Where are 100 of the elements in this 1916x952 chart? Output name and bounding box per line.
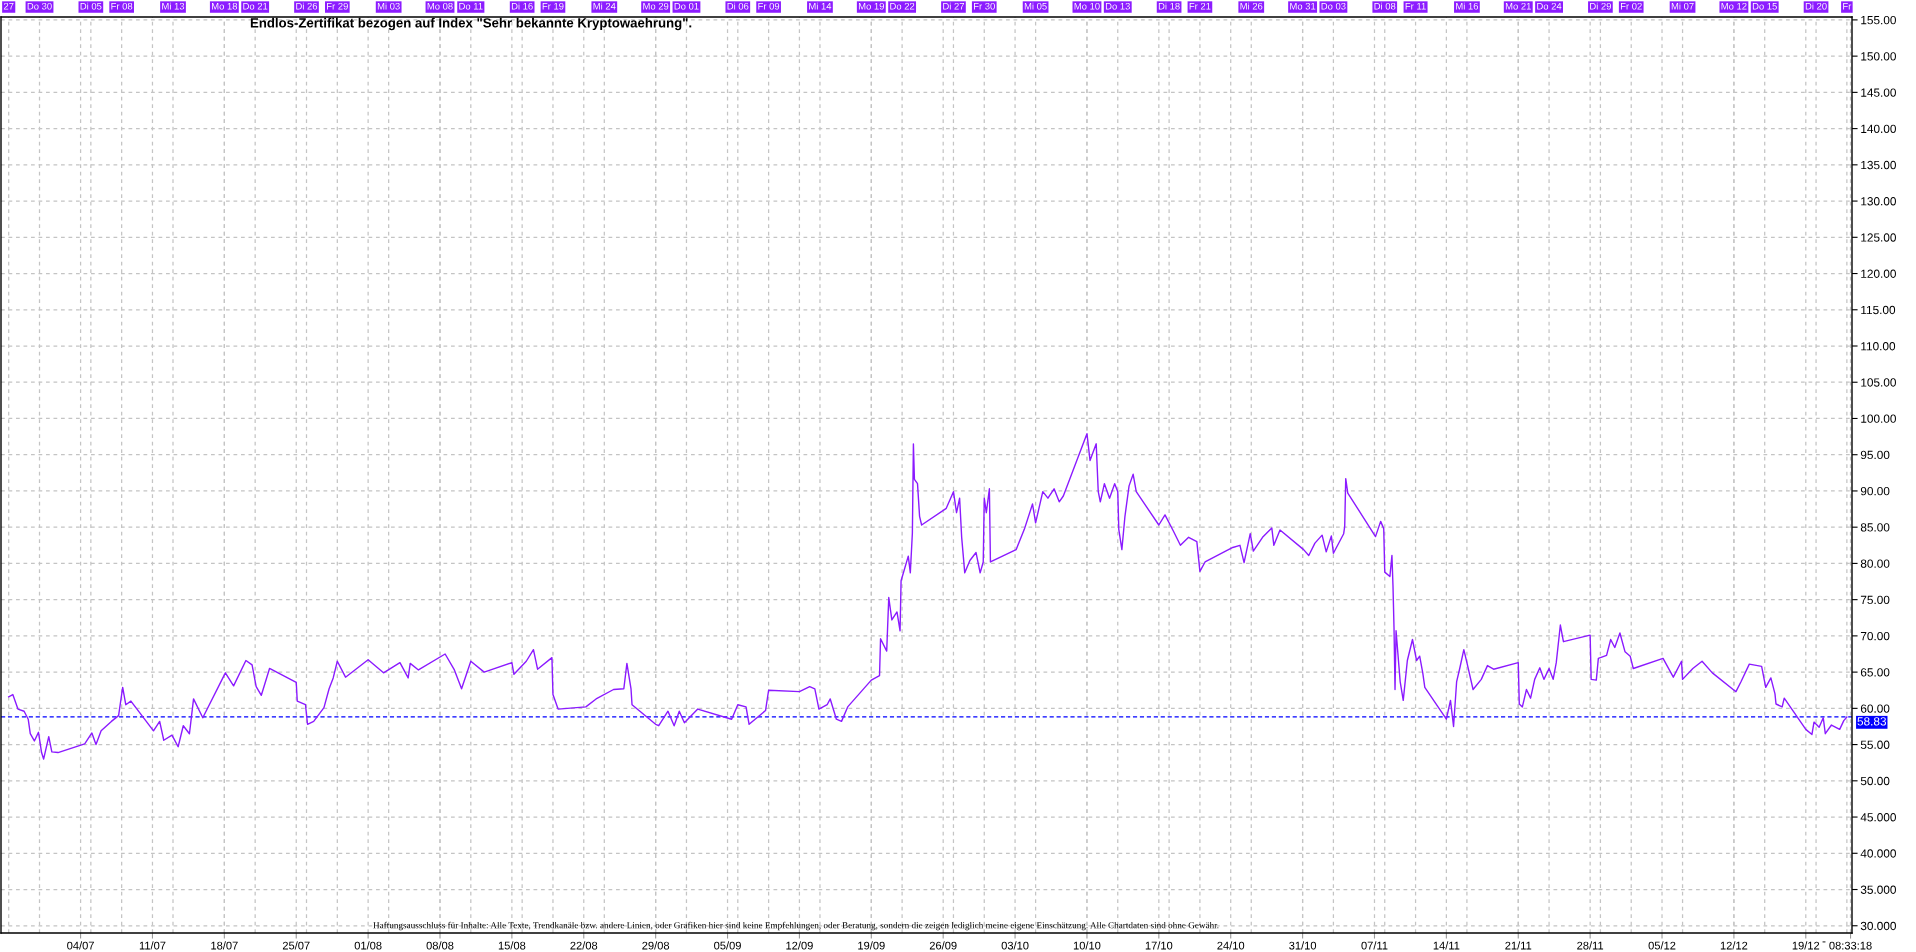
y-tick-label: 60.00 bbox=[1860, 704, 1890, 713]
ref-line-label: 58.83 bbox=[1857, 717, 1887, 726]
y-tick-label: 95.00 bbox=[1860, 450, 1890, 460]
x2-tick-label: Mi 03 bbox=[377, 2, 400, 10]
x-tick-label: 12/12 bbox=[1720, 941, 1748, 950]
y-tick-label: 155.00 bbox=[1861, 15, 1896, 25]
x2-tick-label: Di 18 bbox=[1158, 2, 1180, 10]
x2-tick-label: Do 13 bbox=[1105, 2, 1130, 10]
x-tick-label: 11/07 bbox=[139, 941, 166, 950]
x-tick-label: 08/08 bbox=[426, 941, 454, 950]
x-tick-label: 31/10 bbox=[1289, 941, 1317, 950]
x2-tick-label: Mo 31 bbox=[1290, 2, 1316, 10]
x2-tick-label: Mo 10 bbox=[1074, 2, 1100, 10]
x2-tick-label: Fr 09 bbox=[758, 2, 780, 10]
y-tick-label: 40.000 bbox=[1860, 849, 1896, 858]
y-tick-label: 90.00 bbox=[1860, 486, 1890, 496]
x2-tick-label: Mi 14 bbox=[809, 2, 832, 10]
y-tick-label: 105.00 bbox=[1861, 378, 1896, 387]
y-tick-label: 120.00 bbox=[1861, 269, 1896, 278]
y-tick-label: 55.00 bbox=[1860, 740, 1890, 749]
x2-tick-label: Di 26 bbox=[296, 2, 318, 10]
x-tick-label: 17/10 bbox=[1145, 941, 1173, 950]
x2-tick-label: Fr 08 bbox=[111, 2, 133, 10]
x2-tick-label: Mo 19 bbox=[858, 2, 884, 10]
x2-tick-label: Do 21 bbox=[243, 2, 268, 10]
x2-tick-label: Di 20 bbox=[1805, 2, 1827, 10]
x-tick-label: 08:33:18 bbox=[1829, 941, 1872, 950]
x2-tick-label: Di 06 bbox=[727, 2, 749, 10]
x2-tick-label: Di 29 bbox=[1590, 2, 1611, 10]
x2-tick-label: Do 15 bbox=[1752, 2, 1777, 10]
x2-tick-label: Do 03 bbox=[1321, 2, 1346, 10]
x-tick-label: 04/07 bbox=[67, 941, 94, 950]
chart-title: Endlos-Zertifikat bezogen auf Index "Sehr bekannte Kryptowaehrung". bbox=[250, 17, 692, 31]
x2-tick-label: Do 30 bbox=[27, 2, 52, 10]
x2-tick-label: Di 27 bbox=[943, 2, 965, 10]
x2-tick-label: Mi 26 bbox=[1240, 2, 1263, 10]
x-tick-label: 29/08 bbox=[642, 941, 670, 950]
x-tick-label: 14/11 bbox=[1433, 941, 1460, 950]
y-tick-label: 50.00 bbox=[1860, 776, 1890, 786]
x2-tick-label: Mi 16 bbox=[1456, 2, 1479, 10]
y-tick-label: 135.00 bbox=[1861, 160, 1896, 170]
x-tick-label: 22/08 bbox=[570, 941, 598, 950]
x2-tick-label: Do 22 bbox=[890, 2, 915, 10]
x-tick-label: 25/07 bbox=[282, 941, 310, 950]
y-tick-label: 140.00 bbox=[1861, 124, 1896, 133]
x-tick-label: 05/12 bbox=[1648, 941, 1676, 950]
x2-tick-label: Mi 07 bbox=[1671, 2, 1694, 10]
x2-tick-label: Fr 11 bbox=[1405, 2, 1426, 10]
y-tick-label: 130.00 bbox=[1861, 197, 1896, 206]
x2-tick-label: 27 bbox=[3, 2, 14, 10]
x-tick-label: 12/09 bbox=[786, 941, 813, 950]
y-tick-label: 145.00 bbox=[1861, 88, 1896, 97]
x-tick-label: 19/12 bbox=[1792, 941, 1820, 950]
x-tick-label: 18/07 bbox=[211, 941, 238, 950]
x2-tick-label: Di 05 bbox=[80, 2, 102, 10]
y-tick-label: 85.00 bbox=[1860, 523, 1890, 532]
x2-tick-label: Mi 13 bbox=[162, 2, 185, 10]
x2-tick-label: Fr bbox=[1843, 2, 1852, 10]
y-tick-label: 35.000 bbox=[1860, 885, 1896, 894]
x-tick-label: 01/08 bbox=[354, 941, 382, 950]
x2-tick-label: Fr 30 bbox=[974, 2, 995, 10]
x-tick-label: 03/10 bbox=[1001, 941, 1029, 950]
x2-tick-label: Di 08 bbox=[1374, 2, 1396, 10]
x-tick-label: 26/09 bbox=[929, 941, 957, 950]
y-tick-label: 30.000 bbox=[1860, 921, 1896, 931]
x2-tick-label: Mo 29 bbox=[643, 2, 669, 10]
y-tick-label: 115.00 bbox=[1861, 305, 1896, 315]
x2-tick-label: Fr 19 bbox=[542, 2, 564, 10]
y-tick-label: 75.00 bbox=[1860, 595, 1890, 605]
x2-tick-label: Mo 18 bbox=[212, 2, 238, 10]
x-tick-label: 07/11 bbox=[1361, 941, 1388, 950]
x2-tick-label: Do 11 bbox=[459, 2, 483, 10]
x2-tick-label: Mo 21 bbox=[1505, 2, 1531, 10]
y-tick-label: 125.00 bbox=[1861, 233, 1896, 242]
x2-tick-label: Fr 21 bbox=[1189, 2, 1211, 10]
y-tick-label: 45.000 bbox=[1860, 813, 1896, 822]
x-tick-label: 05/09 bbox=[714, 941, 741, 950]
x2-tick-label: Di 16 bbox=[511, 2, 533, 10]
text: - bbox=[1822, 941, 1826, 943]
y-tick-label: 80.00 bbox=[1860, 559, 1890, 568]
x2-tick-label: Do 01 bbox=[674, 2, 699, 10]
x-tick-label: 19/09 bbox=[858, 941, 885, 950]
y-tick-label: 150.00 bbox=[1861, 52, 1896, 61]
annotation: Haftungsausschluss für Inhalte: Alle Texte, Trendkanäle bzw. andere Linien, oder Grafiken hier sind keine Empfehlungen, oder Beratung, sondern die zeigen lediglich meine eigene Einschätzung. Alle Chartdaten sind ohne Gewähr. bbox=[373, 921, 1219, 931]
x2-tick-label: Mo 08 bbox=[427, 2, 453, 10]
x2-tick-label: Fr 29 bbox=[327, 2, 348, 10]
x-tick-label: 28/11 bbox=[1577, 941, 1604, 950]
x-tick-label: 10/10 bbox=[1073, 941, 1101, 950]
y-tick-label: 65.00 bbox=[1860, 668, 1890, 677]
x-tick-label: 15/08 bbox=[498, 941, 526, 950]
x2-tick-label: Mi 05 bbox=[1024, 2, 1047, 10]
x2-tick-label: Mo 12 bbox=[1721, 2, 1747, 10]
y-tick-label: 110.00 bbox=[1861, 342, 1896, 351]
x2-tick-label: Do 24 bbox=[1537, 2, 1562, 10]
y-tick-label: 70.00 bbox=[1860, 631, 1890, 641]
x2-tick-label: Mi 24 bbox=[593, 2, 616, 10]
y-tick-label: 100.00 bbox=[1861, 414, 1896, 423]
x-tick-label: 24/10 bbox=[1217, 941, 1245, 950]
x-tick-label: 21/11 bbox=[1505, 941, 1532, 950]
x2-tick-label: Fr 02 bbox=[1620, 2, 1642, 10]
